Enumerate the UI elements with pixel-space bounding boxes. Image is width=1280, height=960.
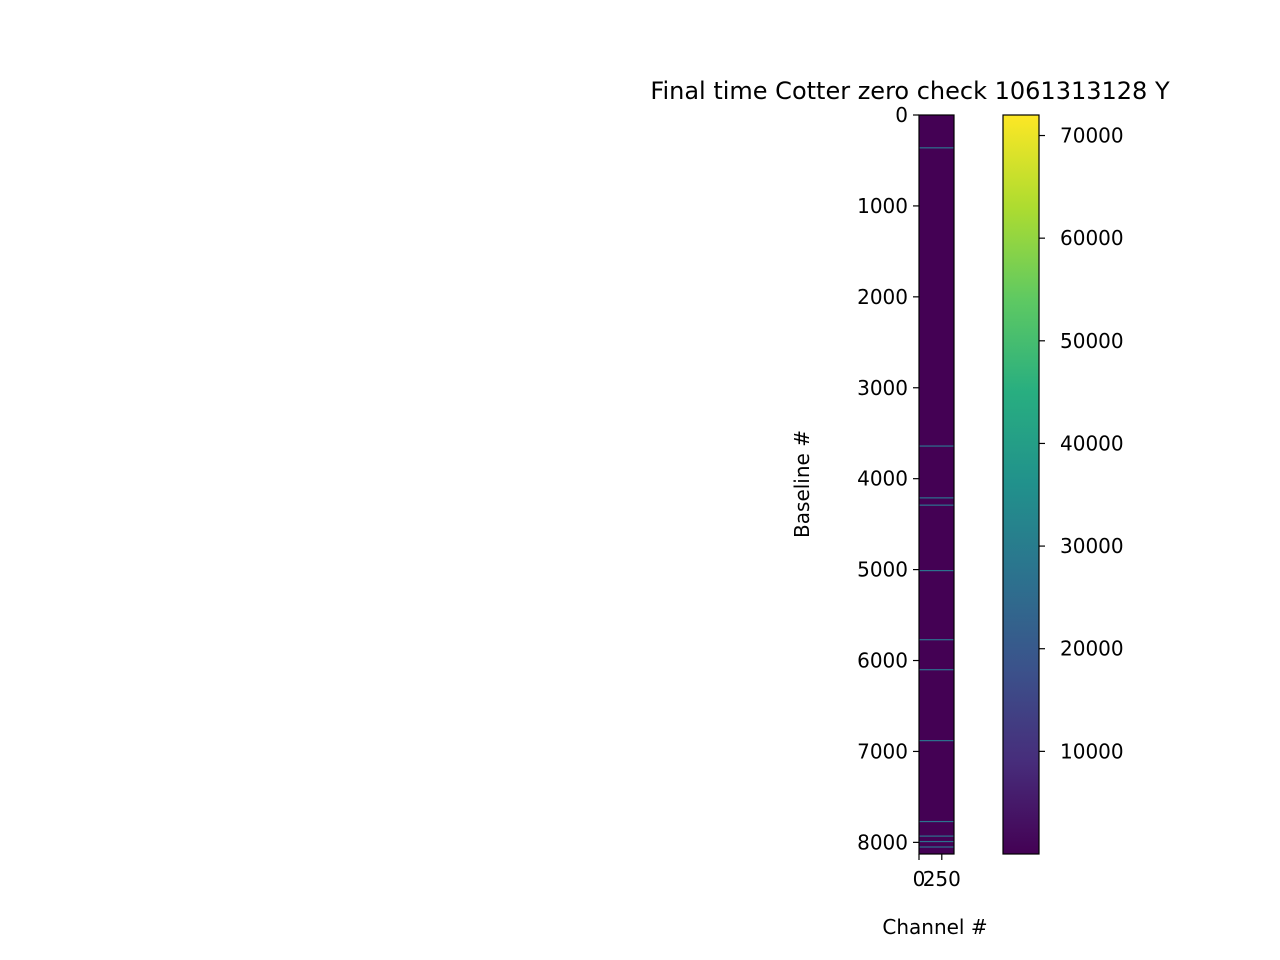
- heatmap-bright-row: [919, 846, 954, 848]
- heatmap-bright-row: [919, 504, 954, 506]
- y-tick-label: 4000: [857, 467, 908, 491]
- heatmap-background: [919, 115, 954, 854]
- heatmap-bright-row: [919, 570, 954, 572]
- heatmap-bright-row: [919, 497, 954, 499]
- chart-title: Final time Cotter zero check 1061313128 …: [650, 77, 1170, 105]
- heatmap-bright-row: [919, 639, 954, 641]
- x-axis-label: Channel #: [882, 915, 987, 939]
- y-tick-label: 3000: [857, 376, 908, 400]
- colorbar: 10000 20000 30000 40000 50000 60000 70000: [1002, 114, 1124, 855]
- y-tick-label: 7000: [857, 739, 908, 763]
- heatmap-frame: [918, 114, 955, 855]
- y-tick-label: 6000: [857, 649, 908, 673]
- colorbar-tick-label: 50000: [1060, 329, 1124, 353]
- colorbar-tick-label: 10000: [1060, 739, 1124, 763]
- y-tick-label: 8000: [857, 830, 908, 854]
- x-tick-label: 250: [923, 867, 961, 891]
- colorbar-tick-label: 20000: [1060, 637, 1124, 661]
- x-tick-label: 0: [913, 867, 926, 891]
- heatmap-bright-row: [919, 835, 954, 837]
- colorbar-tick-label: 60000: [1060, 226, 1124, 250]
- heatmap-bright-row: [919, 147, 954, 149]
- y-tick-label: 1000: [857, 194, 908, 218]
- colorbar-tick-label: 70000: [1060, 124, 1124, 148]
- y-axis: 0 1000 2000 3000 4000 5000 6000 7000 8000: [857, 103, 919, 854]
- y-tick-label: 0: [895, 103, 908, 127]
- colorbar-tick-label: 40000: [1060, 431, 1124, 455]
- heatmap-bright-row: [919, 840, 954, 843]
- y-axis-label: Baseline #: [790, 430, 814, 538]
- heatmap-bright-row: [919, 740, 954, 742]
- colorbar-gradient: [1002, 114, 1040, 855]
- heatmap-bright-row: [919, 445, 954, 447]
- heatmap-bright-row: [919, 669, 954, 671]
- heatmap-bright-row: [919, 820, 954, 823]
- colorbar-tick-label: 30000: [1060, 534, 1124, 558]
- y-tick-label: 2000: [857, 285, 908, 309]
- heatmap-plot: [918, 114, 955, 855]
- y-tick-label: 5000: [857, 558, 908, 582]
